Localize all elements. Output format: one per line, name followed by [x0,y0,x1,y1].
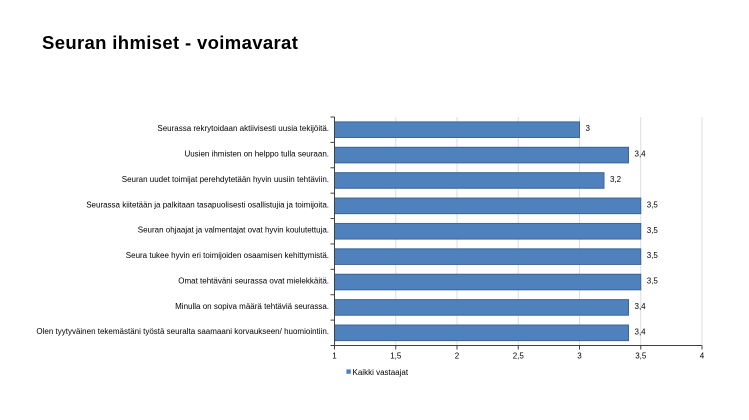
svg-text:2: 2 [455,352,460,361]
svg-text:Olen tyytyväinen tekemästäni t: Olen tyytyväinen tekemästäni työstä seur… [36,327,329,336]
svg-text:3: 3 [577,352,582,361]
svg-text:3,2: 3,2 [610,175,622,184]
svg-text:3,4: 3,4 [635,302,647,311]
svg-text:3,5: 3,5 [647,200,659,209]
svg-text:1,5: 1,5 [390,352,402,361]
svg-text:Seuran ohjaajat ja valmentajat: Seuran ohjaajat ja valmentajat ovat hyvi… [138,226,329,235]
svg-text:Seurassa rekrytoidaan aktiivis: Seurassa rekrytoidaan aktiivisesti uusia… [157,124,329,133]
svg-text:Omat tehtäväni seurassa ovat m: Omat tehtäväni seurassa ovat mielekkäitä… [178,276,329,285]
svg-text:4: 4 [700,352,705,361]
svg-text:Minulla on sopiva määrä tehtäv: Minulla on sopiva määrä tehtäviä seurass… [175,302,329,311]
svg-text:3,5: 3,5 [647,226,659,235]
svg-text:Kaikki vastaajat: Kaikki vastaajat [353,368,409,377]
svg-text:3,4: 3,4 [635,150,647,159]
svg-text:3: 3 [586,124,591,133]
svg-text:1: 1 [332,352,337,361]
svg-text:3,4: 3,4 [635,327,647,336]
svg-text:Seurassa kiitetään ja palkitaa: Seurassa kiitetään ja palkitaan tasapuol… [86,200,329,209]
svg-text:2,5: 2,5 [513,352,525,361]
svg-text:3,5: 3,5 [647,251,659,260]
svg-text:Seura tukee hyvin eri toimijoi: Seura tukee hyvin eri toimijoiden osaami… [126,251,329,260]
svg-text:Uusien ihmisten on helppo tull: Uusien ihmisten on helppo tulla seuraan. [184,149,329,158]
svg-text:3,5: 3,5 [635,352,647,361]
svg-text:Seuran uudet toimijat perehdyt: Seuran uudet toimijat perehdytetään hyvi… [122,175,329,184]
svg-text:3,5: 3,5 [647,277,659,286]
